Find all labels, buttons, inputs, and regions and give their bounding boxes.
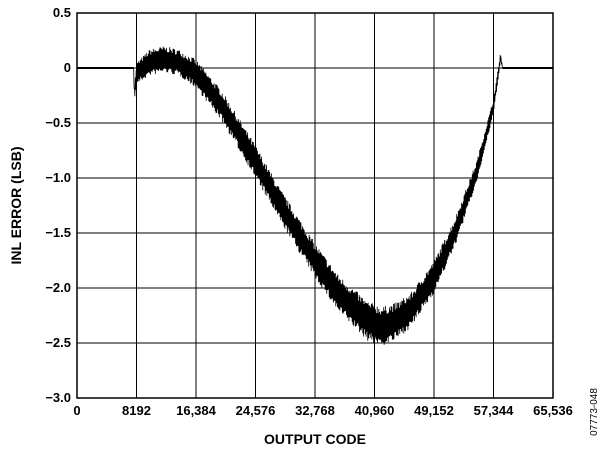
y-axis-title: INL ERROR (LSB) [8, 147, 24, 265]
y-tick-label: −2.0 [45, 280, 71, 295]
x-tick-labels: 0 8192 16,384 24,576 32,768 40,960 49,152 57,34… [73, 403, 573, 418]
figure-id: 07773-048 [589, 388, 600, 436]
x-axis-title: OUTPUT CODE [264, 431, 366, 447]
x-tick-label: 32,768 [295, 403, 335, 418]
plot-frame [76, 12, 554, 399]
y-tick-label: 0.5 [53, 5, 71, 20]
y-tick-label: −3.0 [45, 390, 71, 405]
y-tick-label: −2.5 [45, 335, 71, 350]
x-tick-label: 8192 [122, 403, 151, 418]
x-tick-label: 0 [73, 403, 80, 418]
y-tick-label: −1.0 [45, 170, 71, 185]
series-layer [77, 46, 553, 345]
x-tick-label: 49,152 [414, 403, 454, 418]
y-tick-label: −0.5 [45, 115, 71, 130]
x-tick-label: 65,536 [533, 403, 573, 418]
x-tick-label: 24,576 [236, 403, 276, 418]
y-tick-label: 0 [64, 60, 71, 75]
y-tick-labels: 0.5 0 −0.5 −1.0 −1.5 −2.0 −2.5 −3.0 [45, 5, 71, 405]
x-tick-label: 40,960 [355, 403, 395, 418]
y-tick-label: −1.5 [45, 225, 71, 240]
x-tick-label: 57,344 [474, 403, 515, 418]
x-tick-label: 16,384 [176, 403, 217, 418]
series-line [133, 46, 504, 345]
